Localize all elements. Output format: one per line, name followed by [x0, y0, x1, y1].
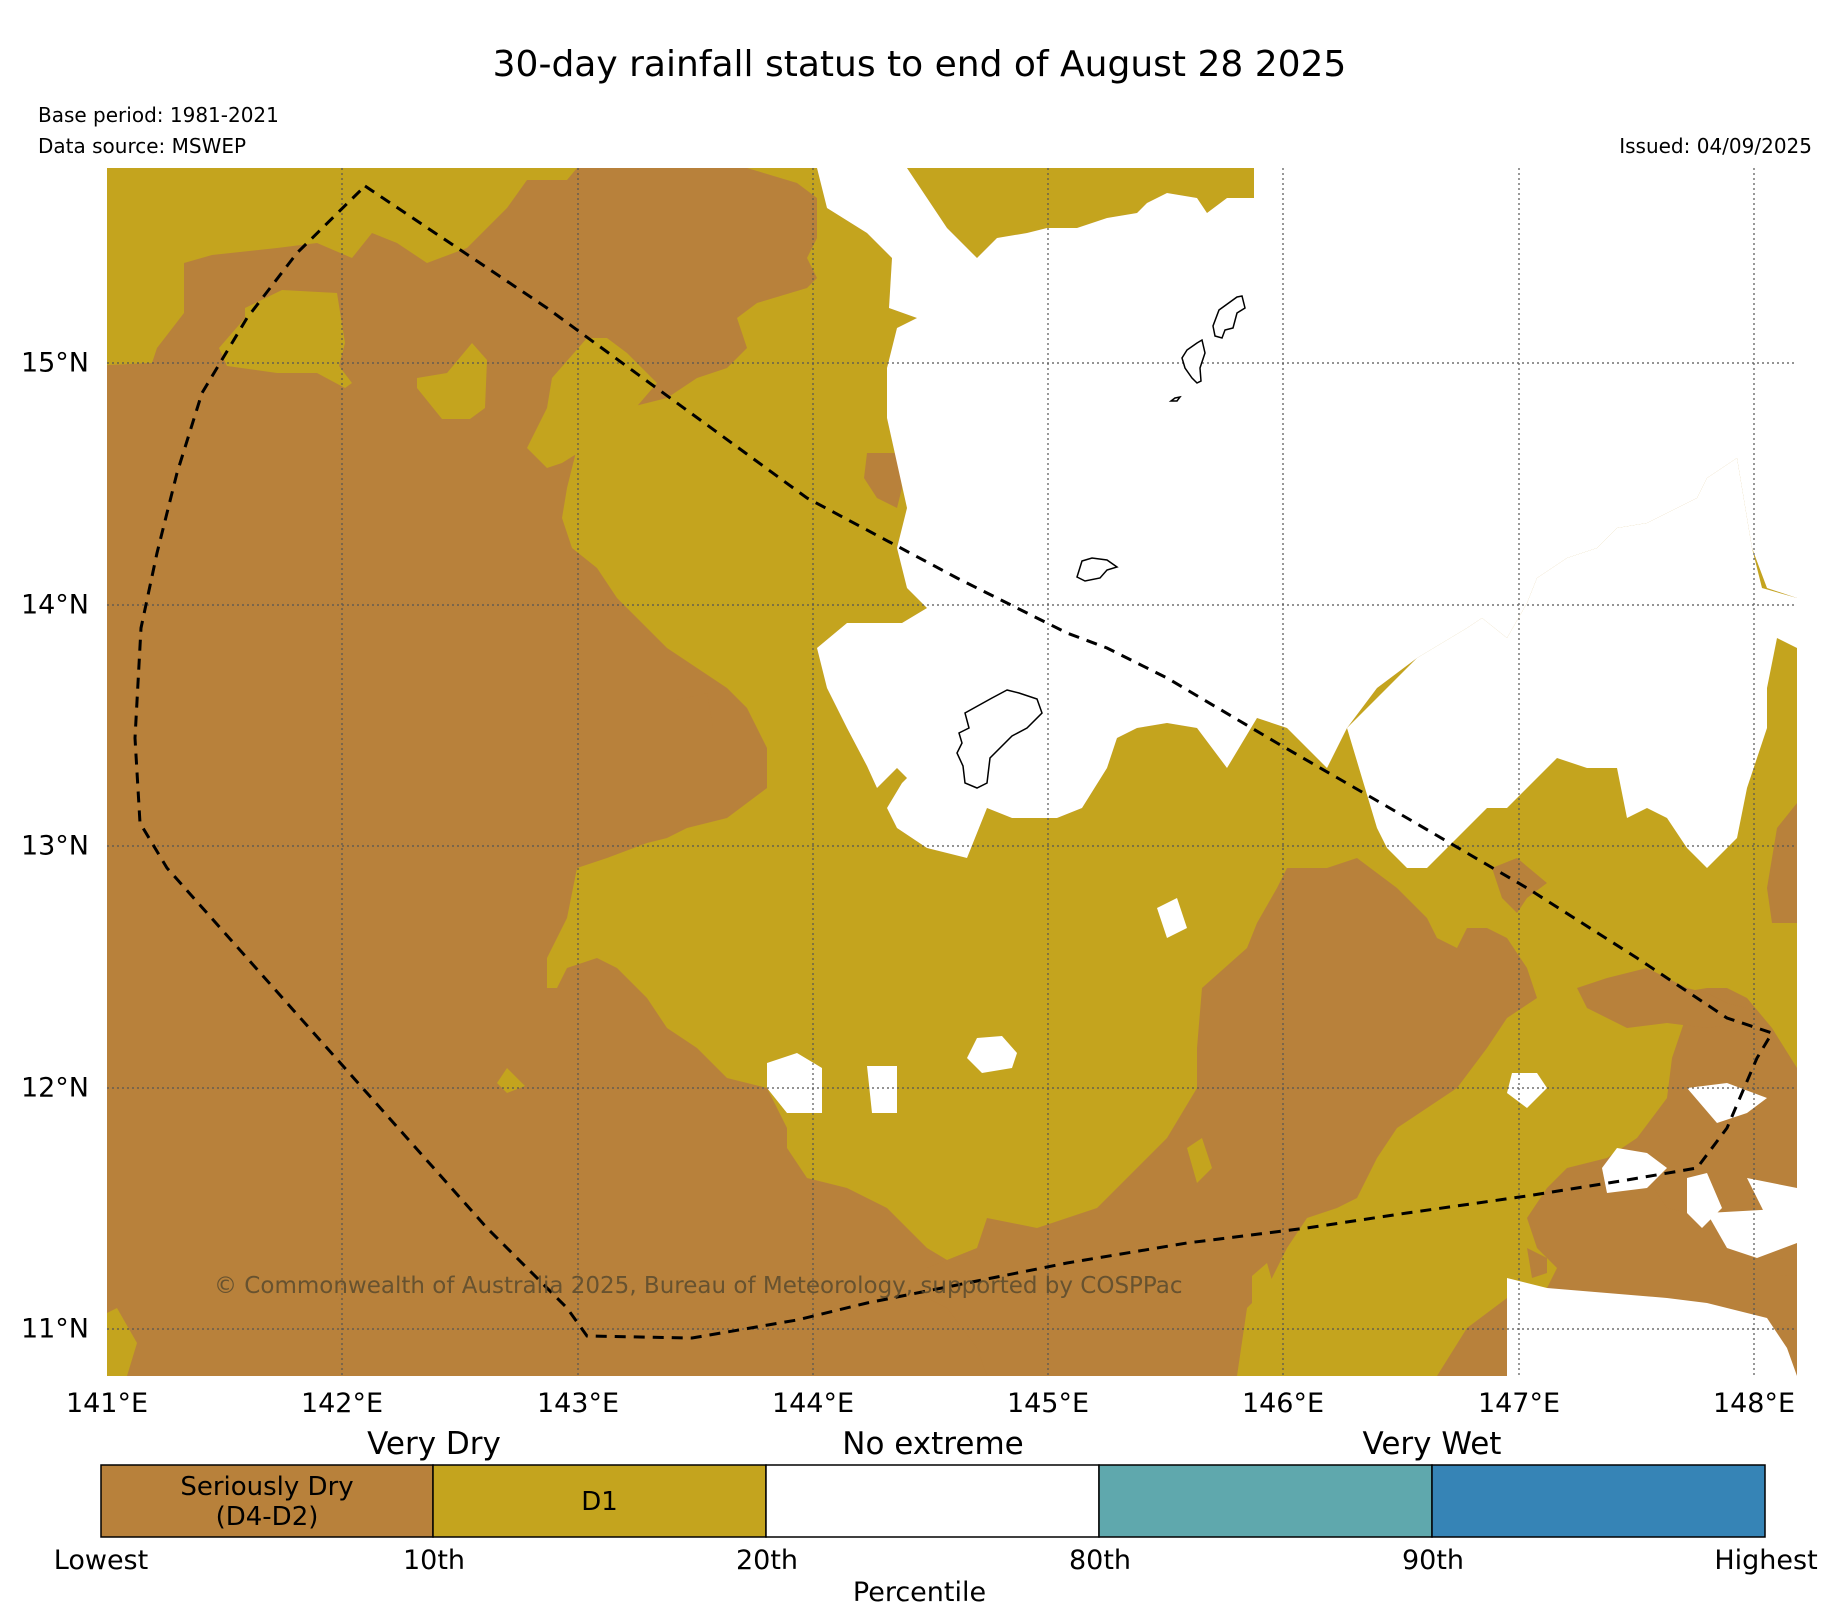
lat-label: 12°N	[20, 1072, 89, 1104]
legend-colorbar	[100, 1464, 1766, 1538]
no-extreme-area	[1347, 458, 1797, 868]
legend-swatch-very-wet-low	[1098, 1464, 1433, 1538]
lon-label: 146°E	[1241, 1388, 1325, 1419]
legend-label-d1: D1	[581, 1487, 618, 1517]
island-saipan	[1212, 295, 1246, 339]
legend-axis-label: Percentile	[852, 1577, 987, 1608]
legend-swatch-seriously-dry	[100, 1464, 434, 1538]
d1-area	[1367, 1248, 1397, 1293]
legend-tick: 80th	[1068, 1545, 1132, 1576]
no-extreme-area	[1707, 1208, 1797, 1258]
legend-swatch-d1	[432, 1464, 767, 1538]
legend-swatch-very-wet-high	[1431, 1464, 1766, 1538]
no-extreme-area	[817, 168, 1797, 858]
data-source-text: Data source: MSWEP	[38, 134, 247, 158]
lon-label: 144°E	[771, 1388, 855, 1419]
island-outlines	[956, 295, 1246, 789]
seriously-dry-area	[927, 858, 1537, 1376]
d1-area	[1252, 1263, 1277, 1318]
d1-area	[107, 1308, 137, 1376]
d1-area	[107, 168, 577, 365]
issued-date-text: Issued: 04/09/2025	[1619, 134, 1812, 158]
legend-label-seriously-dry-text: Seriously Dry (D4-D2)	[180, 1472, 354, 1532]
lat-label: 14°N	[20, 589, 89, 621]
d1-area	[527, 338, 657, 468]
legend-tick: 20th	[735, 1545, 799, 1576]
map-title: 30-day rainfall status to end of August …	[492, 44, 1347, 85]
seriously-dry-area	[864, 453, 902, 508]
lat-label: 15°N	[20, 347, 89, 379]
legend-tick: Lowest	[53, 1545, 149, 1576]
legend-label-seriously-dry: Seriously Dry (D4-D2)	[101, 1472, 433, 1532]
lon-label: 145°E	[1006, 1388, 1090, 1419]
seriously-dry-area	[1492, 858, 1547, 913]
no-extreme-area	[767, 1053, 822, 1113]
no-extreme-area	[1157, 898, 1187, 938]
seriously-dry-area	[1527, 1248, 1547, 1278]
legend-swatch-no-extreme	[765, 1464, 1100, 1538]
lat-label: 11°N	[20, 1313, 89, 1345]
island-guam	[956, 689, 1043, 789]
legend-tick: 90th	[1401, 1545, 1465, 1576]
legend-tick: Highest	[1714, 1545, 1818, 1576]
no-extreme-area	[1687, 1083, 1767, 1123]
lon-label: 141°E	[65, 1388, 149, 1419]
legend-band-very-wet: Very Wet	[1362, 1426, 1502, 1462]
rainfall-map	[107, 168, 1797, 1376]
no-extreme-area	[1507, 1073, 1547, 1108]
legend-band-no-extreme: No extreme	[842, 1426, 1024, 1462]
seriously-dry-area	[1577, 968, 1757, 1028]
map-gridlines	[107, 168, 1797, 1376]
d1-area	[907, 168, 1254, 258]
legend-band-very-dry: Very Dry	[367, 1426, 501, 1462]
d1-area	[497, 1068, 525, 1093]
base-period-text: Base period: 1981-2021	[38, 103, 279, 127]
seriously-dry-area	[677, 693, 713, 743]
seriously-dry-area	[1767, 803, 1797, 923]
lon-label: 142°E	[300, 1388, 384, 1419]
d1-area	[1187, 1138, 1212, 1183]
copyright-text: © Commonwealth of Australia 2025, Bureau…	[214, 1273, 1183, 1299]
d1-area	[1267, 1343, 1287, 1376]
island-tinian	[1181, 338, 1206, 384]
island-rota	[1076, 557, 1119, 582]
island-aguijan	[1168, 395, 1182, 402]
no-extreme-area	[967, 1036, 1017, 1073]
lat-label: 13°N	[20, 830, 89, 862]
seriously-dry-area	[1772, 1258, 1797, 1276]
lon-label: 148°E	[1712, 1388, 1796, 1419]
no-extreme-area	[1507, 1278, 1797, 1376]
legend-tick: 10th	[402, 1545, 466, 1576]
lon-label: 147°E	[1477, 1388, 1561, 1419]
d1-area	[417, 343, 487, 419]
d1-area	[547, 168, 1797, 1376]
no-extreme-area	[867, 1066, 897, 1113]
d1-area	[1067, 1138, 1097, 1183]
region-boundary	[133, 184, 1775, 1340]
lon-label: 143°E	[536, 1388, 620, 1419]
